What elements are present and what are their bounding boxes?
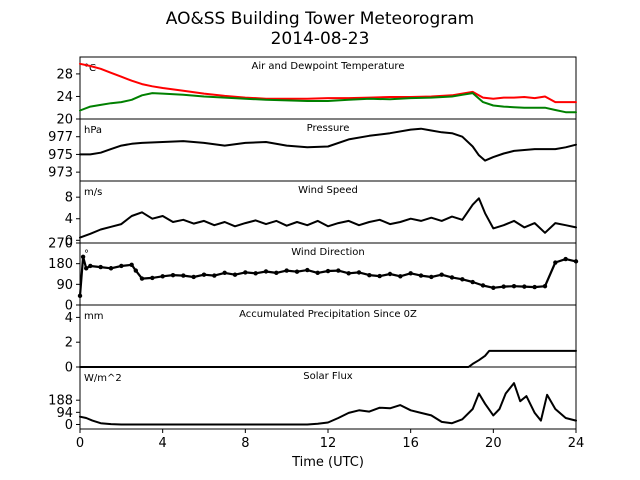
x-tick-label: 12 <box>320 436 337 451</box>
series-trace <box>78 255 578 297</box>
panel-unit: ° <box>84 249 89 260</box>
panel-title: Accumulated Precipitation Since 0Z <box>239 309 417 320</box>
series-line-1 <box>79 127 577 162</box>
series-1 <box>77 254 579 299</box>
series-line-1 <box>79 62 577 104</box>
y-tick-label: 188 <box>48 394 73 409</box>
y-tick-label: 0 <box>65 361 73 376</box>
y-tick-label: 180 <box>48 257 73 272</box>
figure-title-line2: 2014-08-23 <box>271 29 370 49</box>
panel-unit: °C <box>84 63 96 74</box>
y-tick-label: 0 <box>65 299 73 314</box>
series-line-1 <box>79 382 577 426</box>
panel-unit: mm <box>84 311 103 322</box>
x-tick-label: 0 <box>76 436 84 451</box>
y-tick-label: 0 <box>65 234 73 249</box>
figure-title-line1: AO&SS Building Tower Meteorogram <box>166 9 474 29</box>
y-tick-label: 270 <box>48 237 73 252</box>
y-tick-label: 973 <box>48 166 73 181</box>
panel-title: Solar Flux <box>303 371 353 382</box>
y-tick-label: 94 <box>56 406 73 421</box>
y-tick-label: 2 <box>65 336 73 351</box>
y-tick-label: 0 <box>65 418 73 433</box>
series-line-1 <box>79 349 577 368</box>
y-tick-label: 4 <box>65 311 73 326</box>
series-line-2 <box>79 92 577 114</box>
x-tick-label: 20 <box>485 436 502 451</box>
y-tick-label: 20 <box>56 113 73 128</box>
panel-title: Wind Speed <box>298 185 358 196</box>
y-tick-label: 28 <box>56 67 73 82</box>
y-tick-label: 977 <box>48 130 73 145</box>
x-tick-label: 8 <box>241 436 249 451</box>
panel-title: Pressure <box>307 123 350 134</box>
x-axis-label: Time (UTC) <box>291 455 364 470</box>
panel-unit: hPa <box>84 125 102 136</box>
y-tick-label: 4 <box>65 212 73 227</box>
panel-unit: m/s <box>84 187 102 198</box>
y-tick-label: 8 <box>65 191 73 206</box>
y-tick-label: 24 <box>56 90 73 105</box>
y-tick-label: 90 <box>56 278 73 293</box>
panel-5: 0 2 4 Accumulated Precipitation Since 0Z mm <box>65 304 577 376</box>
panel-title: Wind Direction <box>291 247 365 258</box>
y-tick-label: 975 <box>48 148 73 163</box>
x-tick-label: 16 <box>402 436 419 451</box>
panel-title: Air and Dewpoint Temperature <box>252 61 405 72</box>
x-tick-label: 24 <box>568 436 585 451</box>
x-tick-label: 4 <box>159 436 167 451</box>
panel-2: 973 975 977 Pressure hPa <box>48 118 577 182</box>
series-line-1 <box>79 197 577 239</box>
panel-unit: W/m^2 <box>84 373 122 384</box>
panel-4: 0 90 180 270 Wind Direction ° <box>48 237 579 314</box>
x-axis: 0 4 8 12 16 20 24 <box>76 429 584 451</box>
panel-3: 0 4 8 Wind Speed m/s <box>65 180 577 249</box>
panel-1: 20 24 28 Air and Dewpoint Temperature °C <box>56 56 577 128</box>
